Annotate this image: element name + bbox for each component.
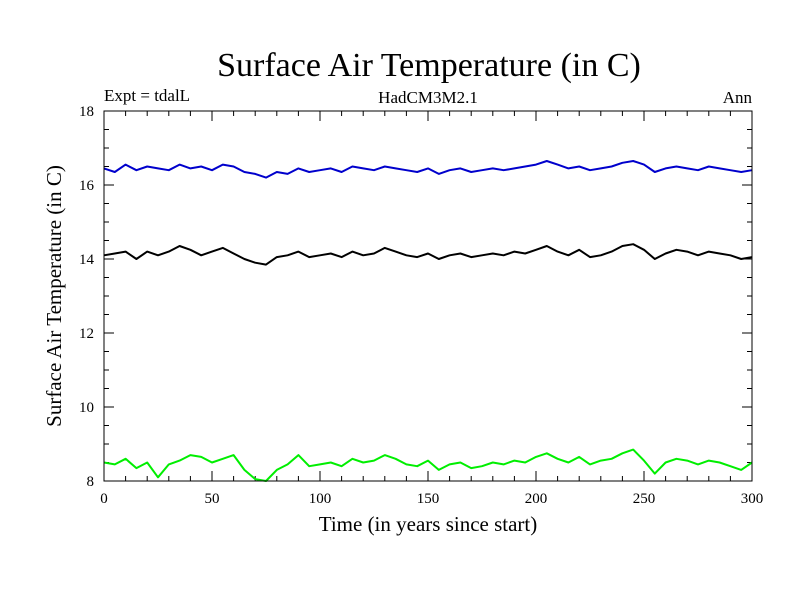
- series-line-blue: [103, 160, 753, 179]
- x-tick-label: 250: [633, 491, 656, 507]
- x-tick-label: 300: [741, 491, 764, 507]
- plot-frame: [103, 110, 753, 482]
- subtitle-model: HadCM3M2.1: [378, 88, 478, 107]
- subtitle-experiment: Expt = tdalL: [104, 86, 190, 105]
- series-line-green: [103, 448, 753, 482]
- tick-labels: 0 50 100 150 200 250 300 8 10 12 14 16 18: [79, 104, 763, 507]
- x-tick-label: 50: [205, 491, 220, 507]
- x-tick-label: 0: [100, 491, 108, 507]
- series-group: [103, 160, 753, 482]
- y-tick-label: 8: [87, 474, 95, 490]
- y-axis-label: Surface Air Temperature (in C): [42, 165, 66, 427]
- x-tick-label: 100: [309, 491, 332, 507]
- series-line-black: [103, 243, 753, 266]
- y-tick-label: 10: [79, 400, 94, 416]
- chart-title: Surface Air Temperature (in C): [217, 47, 641, 84]
- y-tick-label: 16: [79, 178, 95, 194]
- x-axis-label: Time (in years since start): [319, 512, 538, 536]
- y-tick-label: 14: [79, 252, 95, 268]
- y-tick-label: 12: [79, 326, 94, 342]
- x-tick-label: 200: [525, 491, 548, 507]
- y-tick-label: 18: [79, 104, 94, 120]
- x-tick-label: 150: [417, 491, 440, 507]
- subtitle-season: Ann: [723, 88, 753, 107]
